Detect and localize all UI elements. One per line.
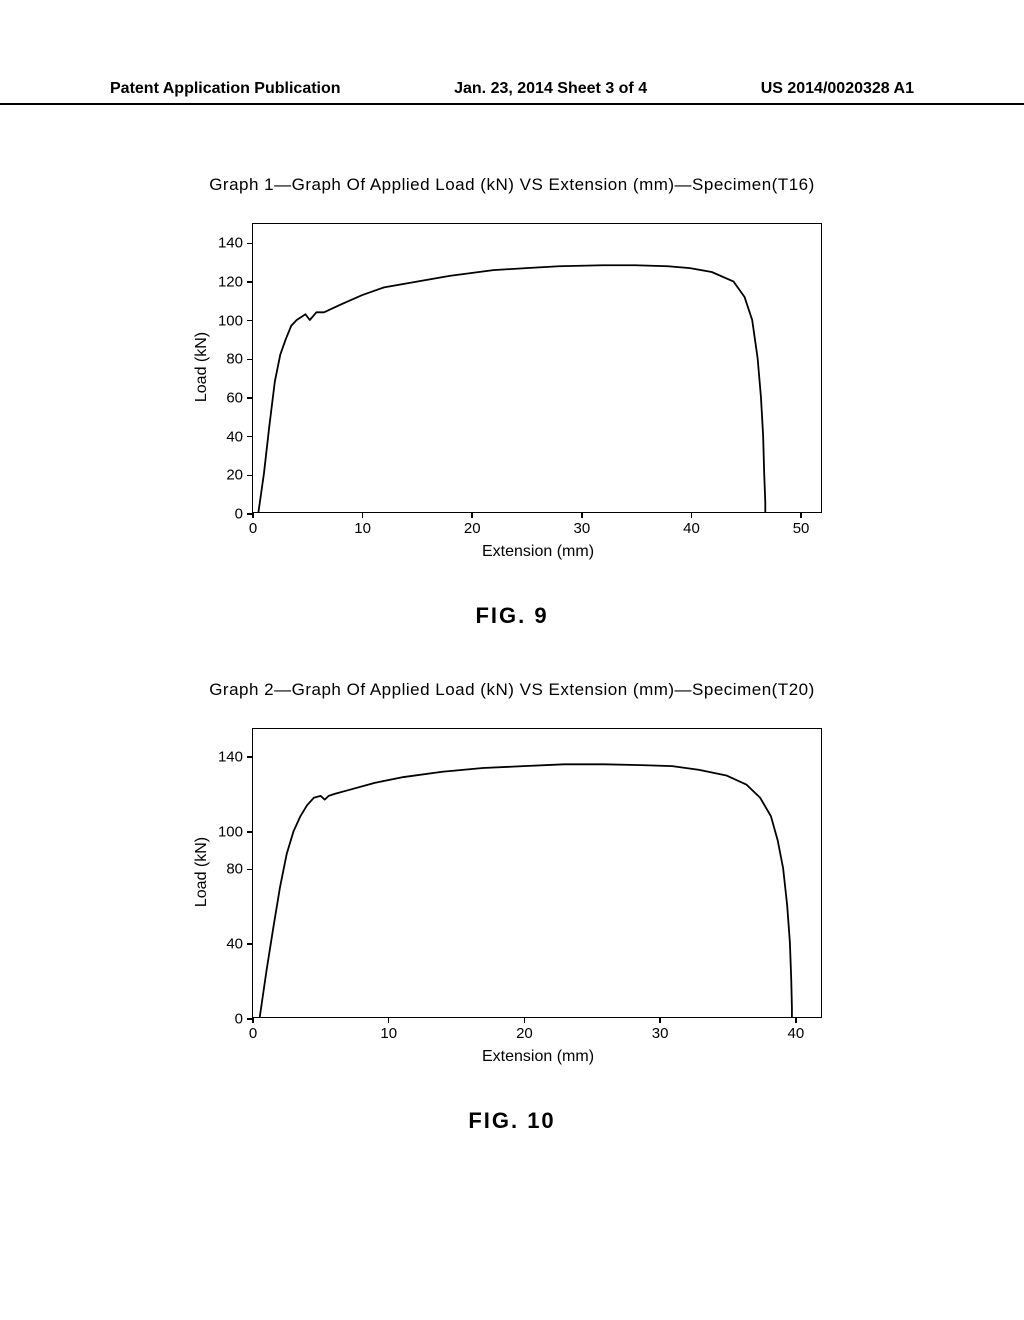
x-tick-mark	[800, 512, 802, 518]
figure-10-container: Graph 2—Graph Of Applied Load (kN) VS Ex…	[162, 680, 862, 1134]
y-tick-label: 40	[226, 936, 243, 953]
y-tick-label: 40	[226, 428, 243, 445]
x-tick-label: 20	[464, 520, 481, 537]
y-tick-label: 100	[218, 823, 243, 840]
y-tick-label: 120	[218, 274, 243, 291]
x-tick-label: 10	[354, 520, 371, 537]
header-right: US 2014/0020328 A1	[761, 80, 914, 98]
header-left: Patent Application Publication	[110, 80, 341, 98]
x-tick-label: 40	[683, 520, 700, 537]
x-tick-label: 0	[249, 520, 257, 537]
chart1-curve	[253, 224, 821, 512]
x-tick-mark	[659, 1017, 661, 1023]
chart2-x-label: Extension (mm)	[482, 1048, 594, 1066]
x-tick-label: 20	[516, 1025, 533, 1042]
x-tick-mark	[252, 512, 254, 518]
patent-header: Patent Application Publication Jan. 23, …	[0, 80, 1024, 105]
x-tick-mark	[362, 512, 364, 518]
chart1-title: Graph 1—Graph Of Applied Load (kN) VS Ex…	[162, 175, 862, 195]
x-tick-mark	[581, 512, 583, 518]
chart1-y-label: Load (kN)	[193, 332, 211, 402]
x-tick-label: 30	[574, 520, 591, 537]
x-tick-mark	[795, 1017, 797, 1023]
y-tick-label: 140	[218, 749, 243, 766]
x-tick-label: 50	[793, 520, 810, 537]
x-tick-mark	[252, 1017, 254, 1023]
y-tick-label: 80	[226, 861, 243, 878]
y-tick-label: 20	[226, 467, 243, 484]
y-tick-label: 0	[235, 506, 243, 523]
chart2-plot-box: 04080100140010203040	[252, 728, 822, 1018]
figure-9-container: Graph 1—Graph Of Applied Load (kN) VS Ex…	[162, 175, 862, 629]
chart2-title: Graph 2—Graph Of Applied Load (kN) VS Ex…	[162, 680, 862, 700]
header-center: Jan. 23, 2014 Sheet 3 of 4	[454, 80, 647, 98]
y-tick-label: 0	[235, 1011, 243, 1028]
x-tick-label: 10	[380, 1025, 397, 1042]
fig-9-label: FIG. 9	[162, 603, 862, 629]
fig-10-label: FIG. 10	[162, 1108, 862, 1134]
chart2-y-label: Load (kN)	[193, 837, 211, 907]
x-tick-label: 30	[652, 1025, 669, 1042]
x-tick-mark	[691, 512, 693, 518]
chart2-curve	[253, 729, 821, 1017]
x-tick-label: 0	[249, 1025, 257, 1042]
chart1-area: 02040608010012014001020304050Load (kN)Ex…	[162, 213, 862, 553]
chart2-area: 04080100140010203040Load (kN)Extension (…	[162, 718, 862, 1058]
x-tick-mark	[388, 1017, 390, 1023]
x-tick-mark	[471, 512, 473, 518]
x-tick-label: 40	[788, 1025, 805, 1042]
y-tick-label: 80	[226, 351, 243, 368]
chart1-plot-box: 02040608010012014001020304050	[252, 223, 822, 513]
y-tick-label: 140	[218, 235, 243, 252]
y-tick-label: 60	[226, 390, 243, 407]
x-tick-mark	[524, 1017, 526, 1023]
y-tick-label: 100	[218, 312, 243, 329]
chart1-x-label: Extension (mm)	[482, 543, 594, 561]
